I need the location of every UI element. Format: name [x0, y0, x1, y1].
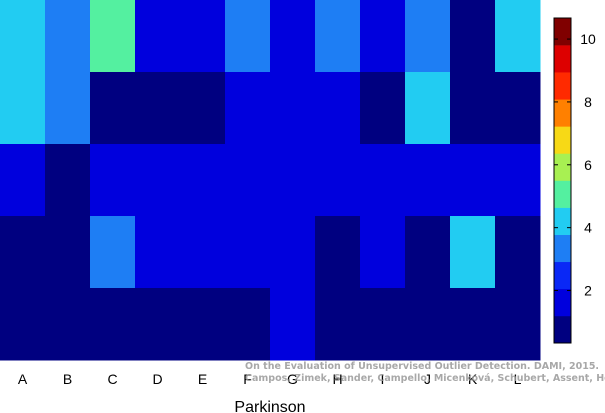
heatmap-cell-H-1 [315, 0, 361, 73]
heatmap-cell-G-3 [270, 144, 316, 217]
heatmap-cell-C-2 [90, 72, 136, 145]
x-tick-F: F [243, 371, 252, 387]
heatmap-cell-B-5 [45, 288, 91, 361]
x-tick-B: B [63, 371, 72, 387]
colorbar [553, 17, 572, 344]
watermark-citation-line1: On the Evaluation of Unsupervised Outlie… [245, 361, 600, 372]
heatmap-cell-I-3 [360, 144, 406, 217]
heatmap-cell-H-5 [315, 288, 361, 361]
x-tick-K: K [468, 371, 478, 387]
heatmap-cell-A-1 [0, 0, 46, 73]
heatmap-cell-E-3 [180, 144, 226, 217]
colorbar-band [554, 72, 571, 100]
heatmap-cell-K-3 [450, 144, 496, 217]
heatmap-cell-B-3 [45, 144, 91, 217]
heatmap-cell-F-3 [225, 144, 271, 217]
heatmap-cell-D-2 [135, 72, 181, 145]
heatmap-cell-J-2 [405, 72, 451, 145]
heatmap-cell-D-4 [135, 216, 181, 289]
heatmap-cell-I-1 [360, 0, 406, 73]
heatmap-cell-C-4 [90, 216, 136, 289]
heatmap-cell-B-4 [45, 216, 91, 289]
x-tick-E: E [198, 371, 207, 387]
heatmap-cell-A-2 [0, 72, 46, 145]
colorbar-tick-4: 4 [584, 220, 592, 236]
x-tick-J: J [424, 371, 431, 387]
colorbar-band [554, 18, 571, 46]
colorbar-band [554, 261, 571, 290]
heatmap-cell-F-5 [225, 288, 271, 361]
heatmap-cell-A-3 [0, 144, 46, 217]
x-tick-labels: A B C D E F G H I J K L [18, 371, 522, 387]
heatmap-cell-F-4 [225, 216, 271, 289]
heatmap-cell-E-4 [180, 216, 226, 289]
colorbar-band [554, 99, 571, 127]
watermark-citation-line2: Campos, Zimek, Sander, Campello, Micenko… [245, 373, 605, 384]
colorbar-tick-8: 8 [584, 94, 592, 110]
x-axis-label: Parkinson [234, 399, 305, 413]
heatmap-cell-F-2 [225, 72, 271, 145]
heatmap-cell-I-2 [360, 72, 406, 145]
heatmap-cell-J-3 [405, 144, 451, 217]
heatmap-cell-K-2 [450, 72, 496, 145]
heatmap-cell-A-4 [0, 216, 46, 289]
heatmap-cell-L-1 [495, 0, 541, 73]
heatmap-cell-E-1 [180, 0, 226, 73]
heatmap-cell-J-4 [405, 216, 451, 289]
colorbar-tick-2: 2 [584, 283, 592, 299]
heatmap-cell-G-1 [270, 0, 316, 73]
heatmap-cell-G-5 [270, 288, 316, 361]
colorbar-tick-labels: 2 4 6 8 10 [554, 31, 596, 299]
heatmap-cell-K-4 [450, 216, 496, 289]
x-tick-H: H [332, 371, 342, 387]
heatmap-cell-D-3 [135, 144, 181, 217]
heatmap-cell-H-2 [315, 72, 361, 145]
heatmap-cell-K-1 [450, 0, 496, 73]
colorbar-band [554, 234, 571, 263]
x-tick-D: D [152, 371, 162, 387]
x-tick-I: I [381, 371, 385, 387]
heatmap-cell-H-3 [315, 144, 361, 217]
heatmap-cell-G-4 [270, 216, 316, 289]
heatmap-cell-H-4 [315, 216, 361, 289]
colorbar-band [554, 126, 571, 154]
colorbar-border [553, 17, 572, 344]
x-tick-A: A [18, 371, 28, 387]
colorbar-band [554, 288, 571, 317]
heatmap-cell-C-5 [90, 288, 136, 361]
heatmap-cell-F-1 [225, 0, 271, 73]
colorbar-band [554, 207, 571, 235]
heatmap-cell-D-5 [135, 288, 181, 361]
heatmap-cell-C-3 [90, 144, 136, 217]
heatmap-cell-J-1 [405, 0, 451, 73]
heatmap-cell-L-3 [495, 144, 541, 217]
heatmap-cell-I-5 [360, 288, 406, 361]
colorbar-band [554, 153, 571, 181]
heatmap-cell-K-5 [450, 288, 496, 361]
heatmap-cell-E-2 [180, 72, 226, 145]
heatmap-cell-A-5 [0, 288, 46, 361]
heatmap-cell-J-5 [405, 288, 451, 361]
heatmap-cell-B-1 [45, 0, 91, 73]
x-tick-L: L [514, 371, 522, 387]
heatmap-cell-G-2 [270, 72, 316, 145]
heatmap-cell-L-4 [495, 216, 541, 289]
heatmap-cell-E-5 [180, 288, 226, 361]
heatmap-cell-D-1 [135, 0, 181, 73]
heatmap-cell-B-2 [45, 72, 91, 145]
heatmap-cell-L-2 [495, 72, 541, 145]
x-tick-C: C [107, 371, 117, 387]
heatmap-cell-L-5 [495, 288, 541, 361]
heatmap-cell-C-1 [90, 0, 136, 73]
heatmap-cells [0, 0, 541, 361]
colorbar-tick-10: 10 [580, 31, 596, 47]
x-tick-G: G [287, 371, 298, 387]
colorbar-band [554, 315, 571, 344]
colorbar-band [554, 180, 571, 208]
heatmap-cell-I-4 [360, 216, 406, 289]
colorbar-tick-6: 6 [584, 157, 592, 173]
colorbar-band [554, 45, 571, 73]
